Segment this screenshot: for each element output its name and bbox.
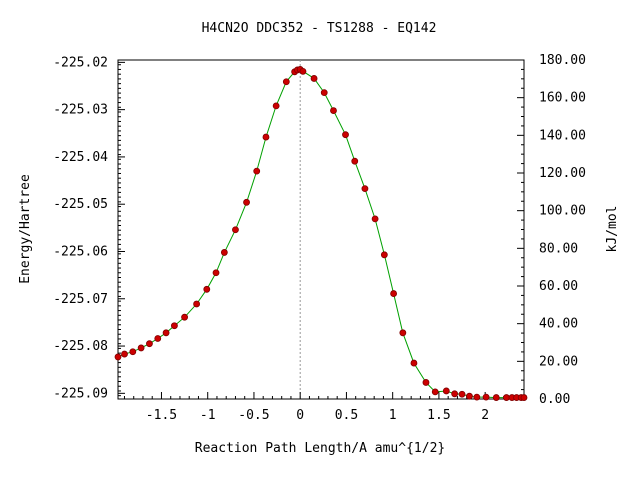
data-point xyxy=(181,313,188,321)
data-point xyxy=(299,67,307,75)
data-point xyxy=(503,394,510,401)
data-point xyxy=(371,215,379,223)
y-tick-label: -225.06 xyxy=(53,244,108,259)
y2-tick-label: 80.00 xyxy=(539,241,578,256)
data-point xyxy=(442,387,450,395)
data-point xyxy=(137,344,145,352)
data-point xyxy=(431,388,439,396)
x-tick-label: 0 xyxy=(296,408,304,423)
data-point xyxy=(162,329,170,337)
y-tick-label: -225.04 xyxy=(53,150,108,165)
y-tick-label: -225.08 xyxy=(53,339,108,354)
x-tick-label: -1 xyxy=(200,408,216,423)
data-point xyxy=(342,131,349,139)
y2-tick-label: 100.00 xyxy=(539,204,586,219)
y2-tick-label: 0.00 xyxy=(539,392,570,407)
energy-curve xyxy=(117,68,524,399)
x-tick-label: 1 xyxy=(389,408,397,423)
chart-title: H4CN2O DDC352 - TS1288 - EQ142 xyxy=(202,21,437,36)
y2-tick-label: 120.00 xyxy=(539,166,586,181)
x-axis-label: Reaction Path Length/A amu^{1/2} xyxy=(195,441,445,456)
data-point xyxy=(451,390,459,398)
data-point xyxy=(422,379,430,386)
x-tick-label: 2 xyxy=(481,408,489,423)
data-point xyxy=(320,89,328,97)
y-tick-label: -225.07 xyxy=(53,292,108,307)
data-point xyxy=(492,394,500,401)
data-point xyxy=(243,198,250,206)
x-tick-label: -1.5 xyxy=(146,408,177,423)
data-point xyxy=(390,290,397,297)
data-point xyxy=(458,390,466,398)
data-point xyxy=(310,75,318,82)
data-point xyxy=(473,393,481,401)
data-point xyxy=(171,322,178,330)
y-tick-label: -225.03 xyxy=(53,103,108,118)
y-axis-label: Energy/Hartree xyxy=(18,174,33,284)
data-point xyxy=(482,393,490,401)
y2-tick-label: 60.00 xyxy=(539,279,578,294)
data-point xyxy=(399,329,407,337)
x-tick-label: -0.5 xyxy=(238,408,269,423)
data-point xyxy=(129,348,137,356)
y2-tick-label: 140.00 xyxy=(539,128,586,143)
data-point xyxy=(282,78,290,86)
y2-tick-label: 20.00 xyxy=(539,354,578,369)
x-tick-label: 1.5 xyxy=(427,408,450,423)
y2-tick-label: 40.00 xyxy=(539,317,578,332)
y2-axis-label: kJ/mol xyxy=(605,206,620,253)
data-point xyxy=(351,157,359,165)
data-point xyxy=(262,133,270,141)
data-point xyxy=(212,269,220,277)
data-point xyxy=(330,107,337,114)
data-point xyxy=(380,251,388,259)
data-point xyxy=(466,392,473,400)
axes-layer: -1.5 -1 -0.5 0 0.5 1 1.5 2 -225.02 -225.03 -225.04… xyxy=(53,53,586,423)
series-layer xyxy=(114,66,528,401)
x-tick-label: 0.5 xyxy=(335,408,358,423)
data-point xyxy=(146,340,153,348)
data-point xyxy=(114,353,122,361)
y2-tick-label: 180.00 xyxy=(539,53,586,68)
data-point xyxy=(220,249,228,256)
data-point xyxy=(272,102,280,110)
y-tick-label: -225.02 xyxy=(53,55,108,70)
data-point xyxy=(121,350,128,358)
data-point xyxy=(193,300,201,308)
data-point xyxy=(203,285,211,293)
data-point xyxy=(154,335,162,342)
data-point xyxy=(410,359,418,367)
data-point xyxy=(361,185,369,193)
data-point xyxy=(232,226,239,234)
data-point xyxy=(253,167,261,175)
plot-frame xyxy=(117,59,525,400)
data-point xyxy=(520,394,528,401)
y-tick-label: -225.05 xyxy=(53,197,108,212)
y2-tick-label: 160.00 xyxy=(539,91,586,106)
y-tick-label: -225.09 xyxy=(53,386,108,401)
